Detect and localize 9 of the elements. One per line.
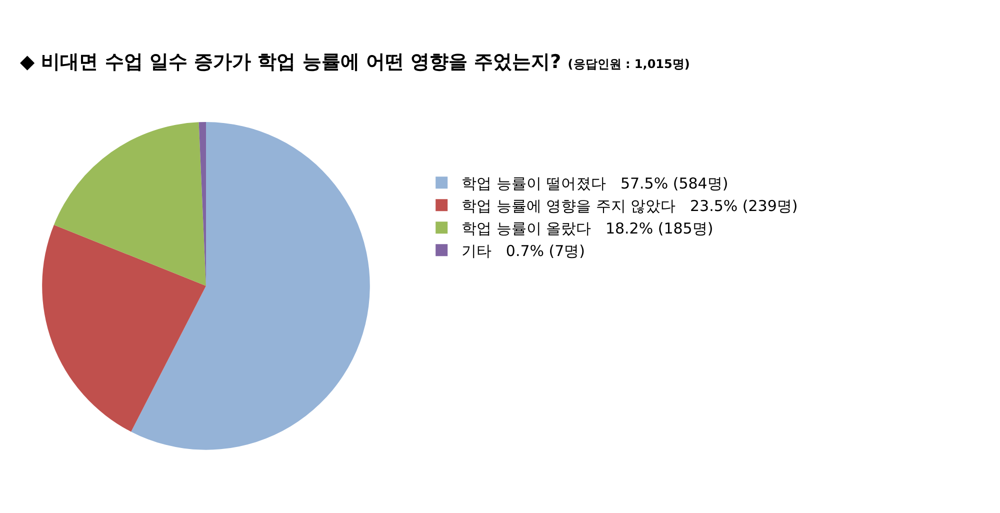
legend-label: 학업 능률에 영향을 주지 않았다 23.5% (239명) bbox=[462, 196, 798, 215]
legend-label: 기타 0.7% (7명) bbox=[462, 242, 586, 260]
pie-slice bbox=[42, 224, 206, 432]
pie-slice bbox=[131, 122, 370, 450]
pie-slice bbox=[54, 122, 206, 286]
legend-label: 학업 능률이 떨어졌다 57.5% (584명) bbox=[462, 174, 728, 192]
chart-subtitle: (응답인원 : 1,015명) bbox=[568, 57, 690, 72]
chart-title: ◆ 비대면 수업 일수 증가가 학업 능률에 어떤 영향을 주었는지? bbox=[20, 51, 562, 74]
legend-label: 학업 능률이 올랐다 18.2% (185명) bbox=[462, 219, 714, 238]
